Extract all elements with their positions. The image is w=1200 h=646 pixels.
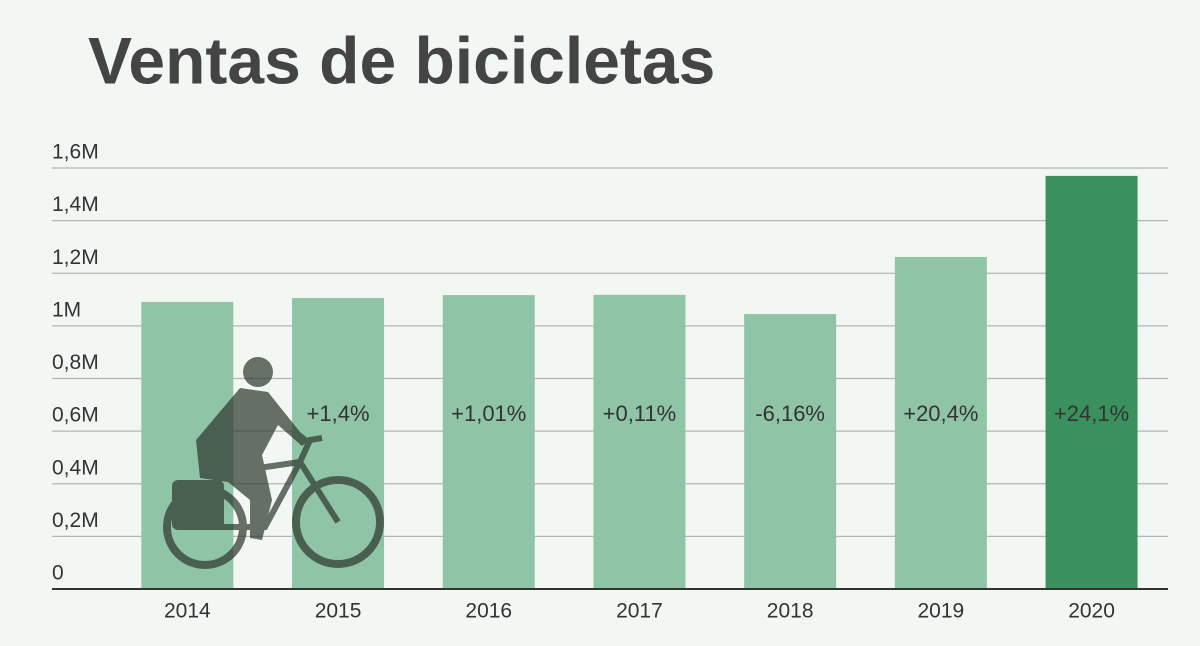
y-tick-label: 0 [52,562,64,585]
bar [1045,175,1138,590]
y-tick-label: 1M [52,298,81,321]
growth-label: +20,4% [903,401,978,426]
x-tick-label: 2020 [1068,600,1115,623]
cyclist-illustration [163,357,384,569]
x-tick-label: 2018 [767,600,814,623]
bar [442,295,535,589]
plot: 0 0,2M 0,4M 0,6M 0,8M 1M 1,2M 1,4M 1,6M 2014 2015 +… [52,141,1168,623]
bar [744,314,837,589]
y-tick-label: 0,6M [52,404,99,427]
x-tick-label: 2017 [616,600,663,623]
y-tick-label: 0,4M [52,456,99,479]
growth-label: -6,16% [755,401,825,426]
y-tick-label: 1,4M [52,193,99,216]
y-tick-label: 0,8M [52,351,99,374]
y-tick-label: 0,2M [52,509,99,532]
y-tick-label: 1,2M [52,246,99,269]
bar [593,294,686,589]
growth-label: +24,1% [1054,401,1129,426]
growth-label: +1,4% [307,401,370,426]
bar [894,256,987,589]
x-tick-label: 2015 [315,600,362,623]
x-tick-label: 2014 [164,600,211,623]
growth-label: +0,11% [603,401,677,426]
x-tick-label: 2016 [465,600,512,623]
x-tick-label: 2019 [917,600,964,623]
growth-label: +1,01% [451,401,526,426]
chart-title: Ventas de bicicletas [88,23,715,97]
y-tick-label: 1,6M [52,141,99,164]
